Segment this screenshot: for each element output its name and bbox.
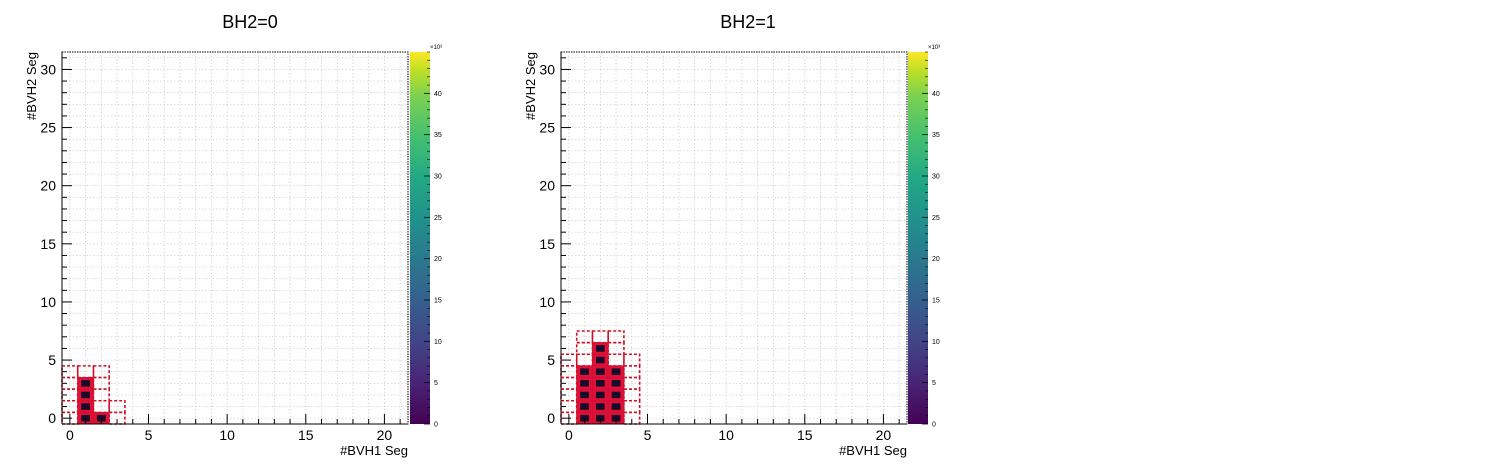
x-tick-label: 5 (145, 427, 153, 443)
y-tick-label: 10 (40, 294, 56, 310)
bin-marker (611, 414, 621, 422)
panel-title: BH2=0 (222, 12, 278, 32)
colorbar-gradient (908, 52, 928, 424)
bin-marker (595, 345, 605, 352)
y-tick-label: 15 (40, 236, 56, 252)
colorbar-exponent: ×10³ (430, 45, 442, 51)
colorbar: ×10³ 0 5 10 15 20 25 30 35 40 (410, 45, 442, 429)
colorbar-tick-label: 0 (932, 422, 936, 429)
empty-bin-outline (560, 353, 578, 367)
x-axis-label: #BVH1 Seg (340, 443, 408, 458)
grid (561, 52, 907, 424)
colorbar-tick-label: 20 (932, 256, 940, 263)
grid (62, 52, 408, 424)
colorbar-tick-label: 0 (434, 422, 438, 429)
y-tick-label: 25 (40, 120, 56, 136)
bin-marker (611, 391, 621, 399)
y-tick-label: 20 (40, 178, 56, 194)
empty-bin-outline (92, 365, 110, 379)
bin-marker (595, 356, 605, 364)
colorbar-tick-label: 40 (434, 91, 442, 98)
x-tick-label: 15 (797, 427, 813, 443)
empty-bin-outline (607, 341, 625, 356)
colorbar-tick-label: 30 (932, 174, 940, 181)
empty-bin-outline (108, 399, 126, 414)
colorbar-tick-label: 20 (434, 256, 442, 263)
heatmap-panel-bh2-1: BH2=1 0 5 10 15 20 0 5 10 15 20 25 30 #BVH1 Seg #BV… (523, 12, 940, 458)
colorbar: ×10³ 0 5 10 15 20 25 30 35 40 (908, 45, 940, 429)
colorbar-tick-label: 15 (434, 298, 442, 305)
colorbar-tick-label: 25 (434, 215, 442, 222)
bin-marker (580, 403, 589, 410)
x-tick-label: 0 (565, 427, 573, 443)
bin-marker (81, 403, 90, 410)
colorbar-tick-label: 5 (434, 380, 438, 387)
empty-bin-outline (61, 365, 79, 379)
y-tick-label: 5 (547, 352, 555, 368)
bin-marker (580, 380, 589, 387)
y-tick-label: 25 (539, 120, 555, 136)
y-axis-label: #BVH2 Seg (24, 52, 39, 120)
y-tick-label: 10 (539, 294, 555, 310)
bin-marker (96, 414, 106, 422)
bin-marker (611, 380, 621, 387)
bin-marker (595, 368, 605, 375)
x-tick-label: 20 (377, 427, 393, 443)
x-tick-label: 15 (298, 427, 314, 443)
x-tick-label: 20 (876, 427, 892, 443)
x-axis-label: #BVH1 Seg (839, 443, 907, 458)
y-tick-label: 0 (48, 410, 56, 426)
colorbar-exponent: ×10³ (928, 45, 940, 51)
colorbar-tick-label: 25 (932, 215, 940, 222)
y-tick-label: 0 (547, 410, 555, 426)
empty-bin-outline (623, 353, 641, 367)
y-tick-label: 30 (40, 61, 56, 77)
colorbar-tick-label: 10 (434, 339, 442, 346)
colorbar-tick-label: 35 (932, 132, 940, 139)
y-tick-label: 15 (539, 236, 555, 252)
bin-marker (595, 391, 605, 399)
colorbar-tick-label: 35 (434, 132, 442, 139)
x-tick-label: 10 (718, 427, 734, 443)
y-tick-label: 5 (48, 352, 56, 368)
colorbar-tick-label: 10 (932, 339, 940, 346)
bin-marker (595, 380, 605, 387)
bin-marker (81, 414, 90, 422)
empty-bin-outline (575, 330, 594, 344)
plot-frame (61, 51, 409, 425)
bin-marker (81, 391, 90, 399)
bin-marker (595, 414, 605, 422)
y-tick-label: 30 (539, 61, 555, 77)
x-tick-label: 10 (219, 427, 235, 443)
heatmap-panel-bh2-0: BH2=0 0 5 10 15 20 0 5 10 15 20 25 30 #BVH1 Seg #BV… (24, 12, 442, 458)
colorbar-tick-label: 30 (434, 174, 442, 181)
bin-marker (611, 403, 621, 410)
bin-marker (580, 391, 589, 399)
bin-marker (580, 368, 589, 375)
colorbar-tick-label: 5 (932, 380, 936, 387)
bin-marker (81, 380, 90, 387)
y-tick-label: 20 (539, 178, 555, 194)
filled-bins (77, 377, 110, 425)
bin-marker (580, 414, 589, 422)
y-axis-label: #BVH2 Seg (523, 52, 538, 120)
colorbar-tick-label: 15 (932, 298, 940, 305)
bin-marker (595, 403, 605, 410)
panel-title: BH2=1 (720, 12, 776, 32)
x-tick-label: 0 (66, 427, 74, 443)
colorbar-gradient (410, 52, 430, 424)
tick-labels: 0 5 10 15 20 0 5 10 15 20 25 30 (539, 61, 891, 443)
x-tick-label: 5 (644, 427, 652, 443)
bin-marker (611, 368, 621, 375)
tick-labels: 0 5 10 15 20 0 5 10 15 20 25 30 (40, 61, 392, 443)
axes (560, 52, 907, 425)
colorbar-tick-label: 40 (932, 91, 940, 98)
axes (61, 52, 408, 425)
